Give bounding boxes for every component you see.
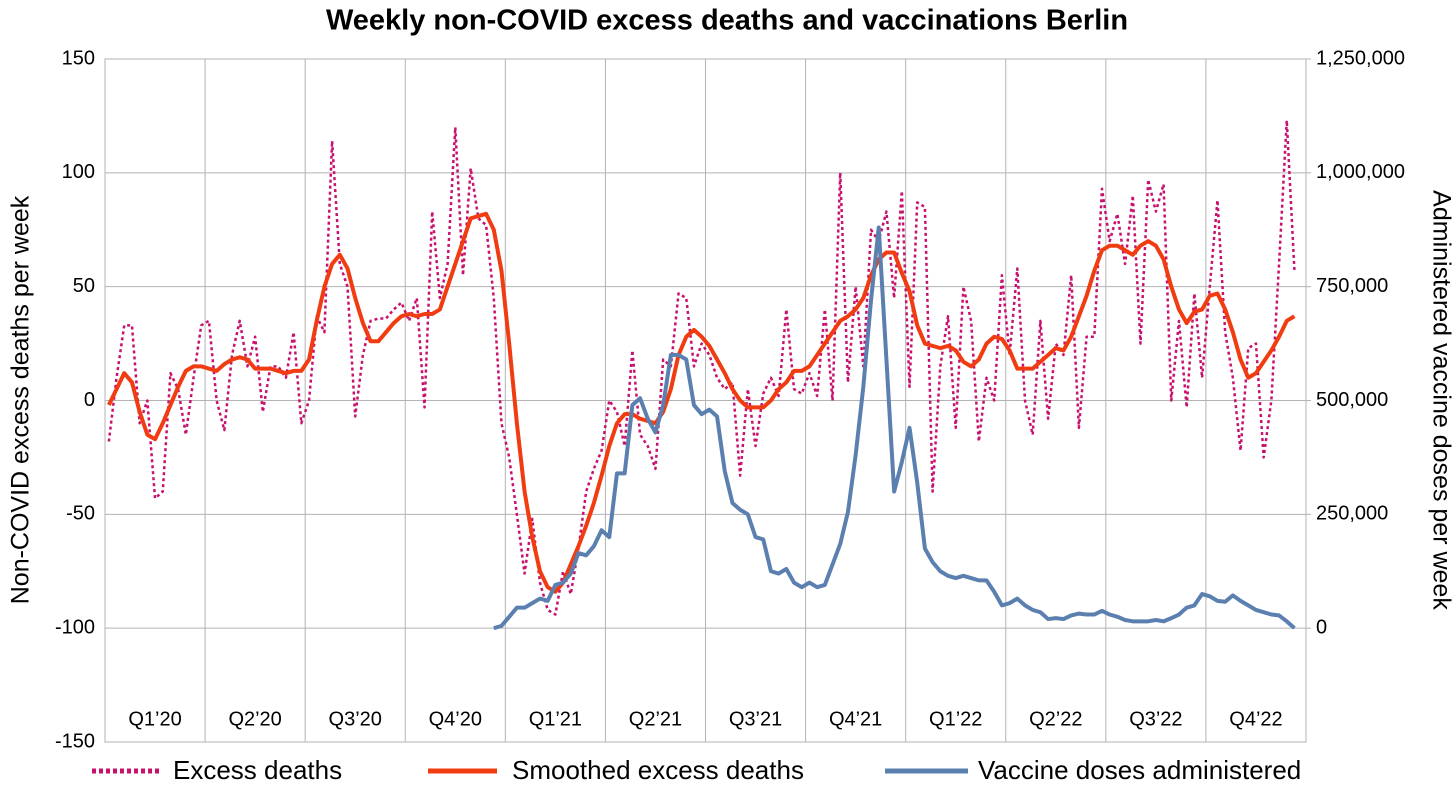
plot-border (104, 58, 1307, 743)
grid (104, 58, 1307, 743)
x-tick-label: Q3’22 (1129, 708, 1182, 730)
y-tick-label: -50 (66, 503, 95, 525)
chart-title: Weekly non-COVID excess deaths and vacci… (326, 5, 1128, 37)
x-tick-label: Q3’21 (729, 708, 782, 730)
x-tick-label: Q2’22 (1029, 708, 1082, 730)
series-line (107, 211, 1296, 594)
x-tick-label: Q4’21 (829, 708, 882, 730)
series-line (107, 119, 1296, 616)
legend-label: Vaccine doses administered (978, 755, 1301, 785)
y-tick-label: 100 (62, 161, 95, 183)
y-axis-title: Non-COVID excess deaths per week (7, 195, 35, 604)
y-tick-label: 50 (73, 275, 95, 297)
x-tick-label: Q4’20 (429, 708, 482, 730)
legend-label: Excess deaths (173, 755, 342, 785)
y2-tick-label: 1,000,000 (1316, 161, 1405, 183)
y2-tick-label: 500,000 (1316, 389, 1388, 411)
series-line (493, 225, 1296, 631)
x-tick-label: Q1’22 (929, 708, 982, 730)
y2-tick-label: 750,000 (1316, 275, 1388, 297)
y2-tick-label: 0 (1316, 616, 1327, 638)
x-tick-label: Q2’21 (629, 708, 682, 730)
x-tick-label: Q1’20 (128, 708, 181, 730)
x-tick-label: Q2’20 (228, 708, 281, 730)
y-tick-label: -100 (55, 616, 95, 638)
y-tick-label: 150 (62, 47, 95, 69)
x-tick-label: Q4’22 (1229, 708, 1282, 730)
y2-axis-title: Administered vaccine doses per week (1427, 190, 1455, 610)
x-tick-label: Q3’20 (329, 708, 382, 730)
legend: Excess deaths Smoothed excess deaths Vacci… (92, 755, 1301, 785)
y-tick-label: 0 (84, 389, 95, 411)
y2-tick-label: 250,000 (1316, 503, 1388, 525)
y-tick-label: -150 (55, 730, 95, 752)
y2-tick-label: 1,250,000 (1316, 47, 1405, 69)
legend-label: Smoothed excess deaths (512, 755, 804, 785)
x-tick-label: Q1’21 (529, 708, 582, 730)
